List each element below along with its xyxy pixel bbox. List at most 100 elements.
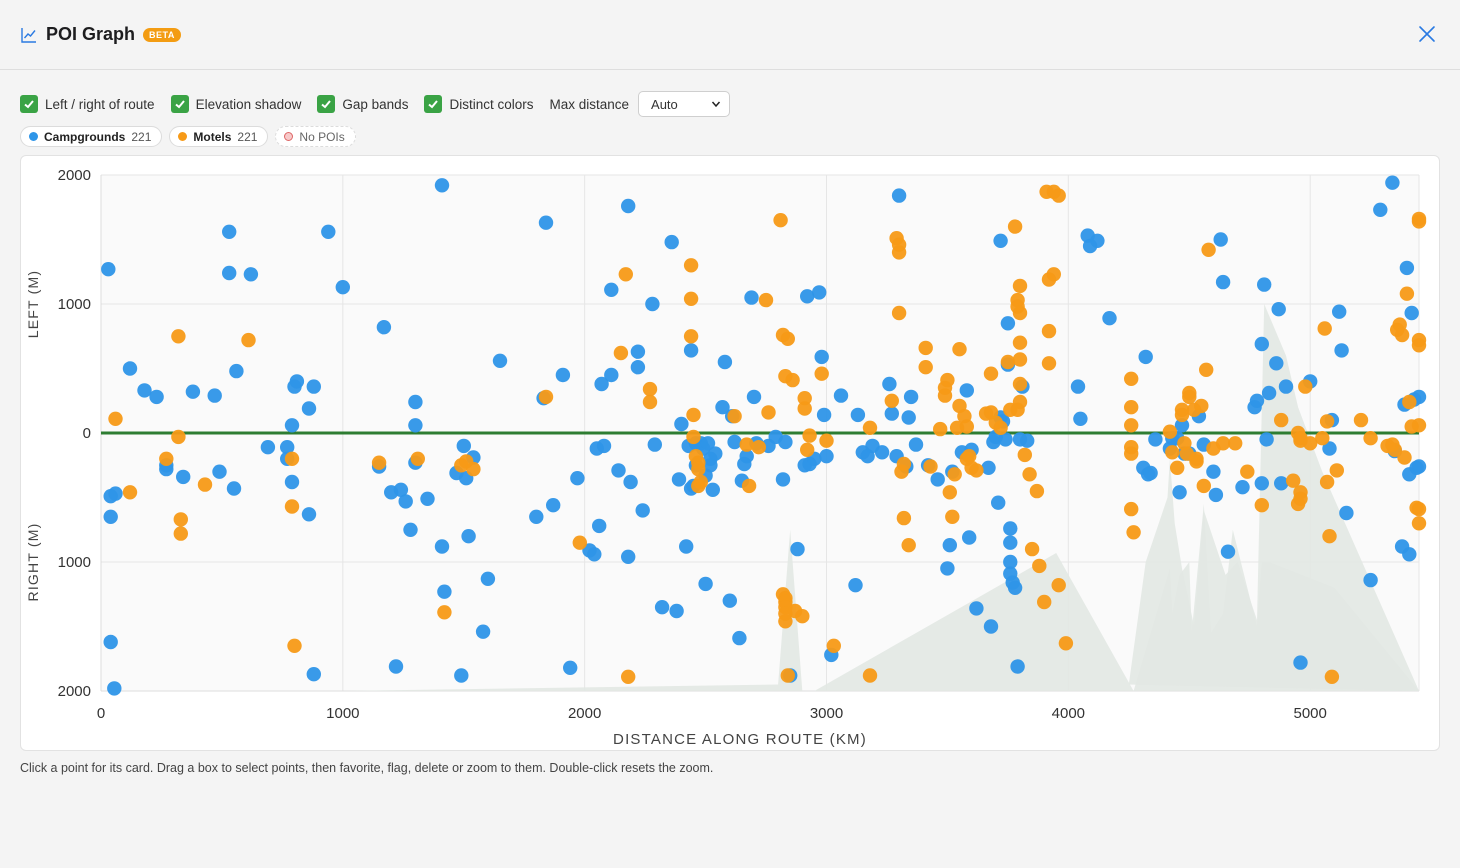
motels-point[interactable] (1240, 464, 1255, 479)
campgrounds-point[interactable] (993, 233, 1008, 248)
campgrounds-point[interactable] (1278, 379, 1294, 394)
campgrounds-point[interactable] (1007, 580, 1023, 595)
motels-point[interactable] (1174, 407, 1190, 423)
campgrounds-point[interactable] (403, 522, 418, 537)
motels-point[interactable] (1037, 594, 1052, 610)
campgrounds-point[interactable] (301, 507, 317, 522)
motels-point[interactable] (802, 428, 817, 443)
motels-point[interactable] (691, 478, 706, 494)
campgrounds-point[interactable] (1334, 343, 1349, 358)
motels-point[interactable] (1324, 669, 1340, 684)
campgrounds-point[interactable] (1274, 476, 1289, 491)
motels-point[interactable] (642, 394, 658, 410)
motels-point[interactable] (1189, 451, 1204, 466)
motels-point[interactable] (942, 485, 957, 500)
motels-point[interactable] (1215, 436, 1231, 451)
motels-point[interactable] (572, 535, 587, 550)
motels-point[interactable] (797, 401, 812, 416)
campgrounds-point[interactable] (1003, 535, 1018, 550)
campgrounds-point[interactable] (1215, 274, 1231, 290)
motels-point[interactable] (691, 461, 706, 477)
motels-point[interactable] (171, 429, 186, 445)
motels-point[interactable] (947, 467, 962, 482)
motels-point[interactable] (613, 345, 629, 361)
campgrounds-point[interactable] (538, 215, 554, 230)
campgrounds-point[interactable] (1000, 316, 1016, 331)
campgrounds-point[interactable] (1402, 547, 1417, 562)
motels-point[interactable] (173, 526, 188, 541)
motels-point[interactable] (797, 391, 812, 406)
campgrounds-point[interactable] (604, 282, 619, 297)
campgrounds-point[interactable] (848, 578, 863, 593)
campgrounds-point[interactable] (207, 388, 222, 403)
motels-point[interactable] (891, 305, 907, 321)
campgrounds-point[interactable] (1269, 356, 1284, 371)
campgrounds-point[interactable] (284, 418, 300, 433)
campgrounds-point[interactable] (1254, 476, 1270, 491)
campgrounds-point[interactable] (454, 668, 469, 683)
campgrounds-point[interactable] (1102, 311, 1117, 326)
campgrounds-point[interactable] (226, 481, 242, 496)
campgrounds-point[interactable] (335, 280, 350, 295)
motels-point[interactable] (1402, 394, 1417, 410)
campgrounds-point[interactable] (1235, 480, 1250, 495)
campgrounds-point[interactable] (722, 593, 737, 608)
motels-point[interactable] (1411, 418, 1427, 433)
campgrounds-point[interactable] (408, 418, 423, 433)
motels-point[interactable] (1194, 398, 1209, 414)
motels-point[interactable] (727, 409, 742, 424)
campgrounds-point[interactable] (882, 376, 897, 392)
motels-point[interactable] (1162, 424, 1178, 439)
motels-point[interactable] (1012, 305, 1028, 321)
campgrounds-point[interactable] (280, 440, 295, 455)
motels-point[interactable] (862, 420, 878, 435)
max-distance-select[interactable]: Auto (638, 91, 731, 117)
campgrounds-point[interactable] (727, 434, 742, 450)
motels-point[interactable] (683, 291, 699, 306)
motels-point[interactable] (159, 451, 174, 466)
campgrounds-point[interactable] (962, 530, 977, 545)
motels-point[interactable] (1012, 376, 1028, 392)
motels-point[interactable] (1329, 463, 1345, 478)
campgrounds-point[interactable] (1293, 655, 1308, 670)
campgrounds-point[interactable] (107, 681, 122, 696)
motels-point[interactable] (618, 267, 633, 282)
campgrounds-point[interactable] (461, 529, 476, 544)
campgrounds-point[interactable] (1254, 336, 1270, 352)
motels-point[interactable] (1199, 362, 1214, 377)
motels-point[interactable] (795, 609, 810, 624)
motels-point[interactable] (1411, 338, 1427, 353)
campgrounds-point[interactable] (814, 349, 829, 365)
campgrounds-point[interactable] (983, 619, 999, 634)
campgrounds-point[interactable] (790, 541, 805, 557)
motels-point[interactable] (918, 340, 933, 356)
motels-point[interactable] (1022, 467, 1037, 482)
campgrounds-point[interactable] (1404, 305, 1419, 321)
campgrounds-point[interactable] (969, 601, 984, 616)
gap-bands-checkbox[interactable]: Gap bands (317, 95, 408, 113)
motels-point[interactable] (896, 456, 912, 472)
campgrounds-point[interactable] (683, 343, 699, 358)
campgrounds-point[interactable] (1332, 304, 1347, 319)
motels-point[interactable] (686, 429, 701, 445)
campgrounds-point[interactable] (621, 549, 636, 564)
motels-point[interactable] (1387, 442, 1403, 457)
campgrounds-point[interactable] (388, 659, 404, 674)
motels-point[interactable] (683, 329, 699, 344)
campgrounds-point[interactable] (604, 367, 619, 383)
campgrounds-point[interactable] (884, 406, 899, 421)
motels-point[interactable] (758, 292, 774, 308)
campgrounds-point[interactable] (746, 389, 762, 405)
campgrounds-point[interactable] (1213, 232, 1228, 247)
motels-point[interactable] (1201, 242, 1216, 257)
campgrounds-point[interactable] (630, 344, 646, 359)
motels-point[interactable] (1041, 323, 1057, 339)
campgrounds-point[interactable] (942, 538, 957, 553)
motels-point[interactable] (1254, 498, 1270, 513)
campgrounds-point[interactable] (1073, 411, 1088, 426)
motels-point[interactable] (1303, 436, 1318, 451)
distinct-colors-checkbox[interactable]: Distinct colors (424, 95, 533, 113)
motels-point[interactable] (741, 478, 757, 494)
motels-point[interactable] (1363, 431, 1378, 446)
motels-point[interactable] (940, 372, 955, 388)
